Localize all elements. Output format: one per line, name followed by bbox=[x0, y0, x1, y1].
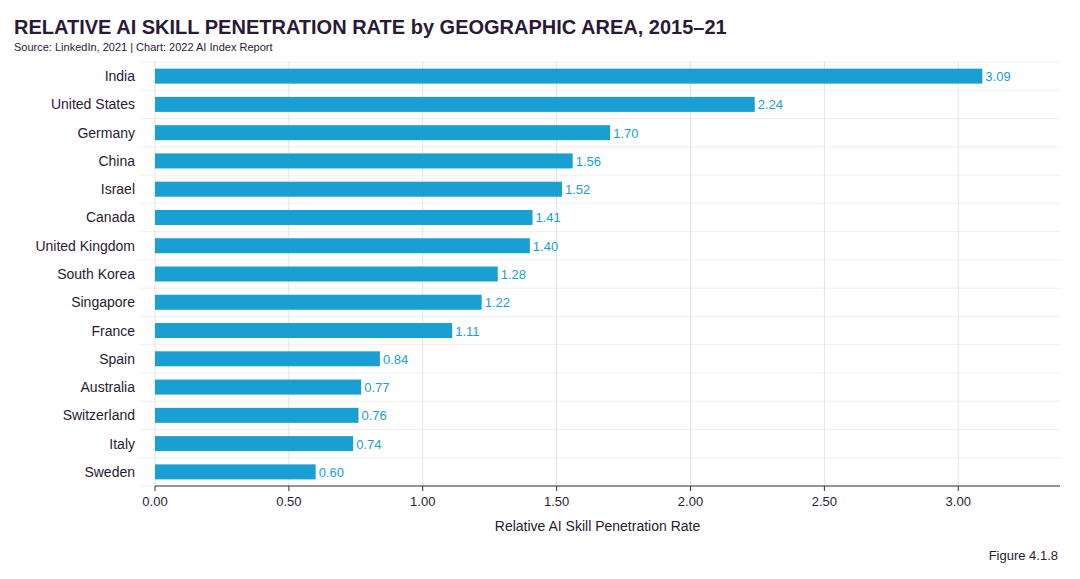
row-line bbox=[140, 90, 1060, 91]
row-line bbox=[140, 288, 1060, 289]
data-label: 1.40 bbox=[533, 239, 558, 254]
row-line bbox=[140, 259, 1060, 260]
tick-mark bbox=[422, 486, 423, 491]
data-label: 1.22 bbox=[485, 295, 510, 310]
title: RELATIVE AI SKILL PENETRATION RATE by GE… bbox=[14, 16, 727, 38]
category-label: South Korea bbox=[57, 266, 135, 282]
bar bbox=[155, 267, 498, 282]
bar bbox=[155, 69, 982, 84]
row-line bbox=[140, 372, 1060, 373]
row-line bbox=[140, 203, 1060, 204]
bar bbox=[155, 238, 530, 253]
grid-line bbox=[958, 62, 959, 486]
category-label: United Kingdom bbox=[35, 238, 135, 254]
tick-mark bbox=[824, 486, 825, 491]
tick-label: 0.00 bbox=[142, 494, 167, 509]
tick-mark bbox=[556, 486, 557, 491]
grid-line bbox=[690, 62, 691, 486]
row-line bbox=[140, 401, 1060, 402]
data-label: 1.52 bbox=[565, 182, 590, 197]
data-label: 1.11 bbox=[455, 324, 479, 339]
bar bbox=[155, 408, 358, 423]
tick-label: 1.00 bbox=[410, 494, 435, 509]
row-line bbox=[140, 118, 1060, 119]
data-label: 2.24 bbox=[758, 97, 783, 112]
subtitle: Source: LinkedIn, 2021 | Chart: 2022 AI … bbox=[14, 41, 272, 53]
data-label: 1.41 bbox=[536, 210, 561, 225]
tick-label: 0.50 bbox=[276, 494, 301, 509]
row-line bbox=[140, 344, 1060, 345]
category-label: Germany bbox=[77, 125, 135, 141]
bar bbox=[155, 323, 452, 338]
data-label: 0.77 bbox=[364, 380, 389, 395]
data-label: 3.09 bbox=[985, 69, 1010, 84]
row-line bbox=[140, 146, 1060, 147]
row-line bbox=[140, 316, 1060, 317]
tick-mark bbox=[155, 486, 156, 491]
tick-mark bbox=[288, 486, 289, 491]
category-label: France bbox=[91, 323, 135, 339]
tick-mark bbox=[958, 486, 959, 491]
tick-mark bbox=[690, 486, 691, 491]
x-axis-label: Relative AI Skill Penetration Rate bbox=[495, 518, 701, 534]
grid-line bbox=[824, 62, 825, 486]
bar bbox=[155, 153, 573, 168]
bar bbox=[155, 436, 353, 451]
category-label: Singapore bbox=[71, 294, 135, 310]
bar bbox=[155, 210, 533, 225]
category-label: China bbox=[98, 153, 135, 169]
row-line bbox=[140, 62, 1060, 63]
figure-number: Figure 4.1.8 bbox=[989, 548, 1058, 563]
data-label: 0.60 bbox=[319, 465, 344, 480]
category-label: Israel bbox=[101, 181, 135, 197]
data-label: 1.28 bbox=[501, 267, 526, 282]
bars bbox=[155, 69, 982, 480]
category-label: Spain bbox=[99, 351, 135, 367]
category-label: Canada bbox=[86, 209, 135, 225]
chart: RELATIVE AI SKILL PENETRATION RATE by GE… bbox=[0, 0, 1080, 579]
row-line bbox=[140, 175, 1060, 176]
bar bbox=[155, 464, 316, 479]
category-label: India bbox=[105, 68, 136, 84]
category-label: Sweden bbox=[84, 464, 135, 480]
data-label: 0.76 bbox=[361, 408, 386, 423]
category-label: Australia bbox=[81, 379, 136, 395]
data-label: 1.70 bbox=[613, 126, 638, 141]
x-axis bbox=[155, 486, 1060, 487]
bar bbox=[155, 380, 361, 395]
tick-label: 3.00 bbox=[946, 494, 971, 509]
tick-label: 2.00 bbox=[678, 494, 703, 509]
row-line bbox=[140, 486, 1060, 487]
data-label: 1.56 bbox=[576, 154, 601, 169]
tick-label: 2.50 bbox=[812, 494, 837, 509]
bar bbox=[155, 125, 610, 140]
bar bbox=[155, 351, 380, 366]
category-label: Switzerland bbox=[63, 407, 135, 423]
bar bbox=[155, 97, 755, 112]
row-line bbox=[140, 429, 1060, 430]
data-label: 0.74 bbox=[356, 437, 381, 452]
data-label: 0.84 bbox=[383, 352, 408, 367]
bar bbox=[155, 182, 562, 197]
row-line bbox=[140, 457, 1060, 458]
bar bbox=[155, 295, 482, 310]
tick-label: 1.50 bbox=[544, 494, 569, 509]
category-label: Italy bbox=[109, 436, 135, 452]
row-line bbox=[140, 231, 1060, 232]
category-label: United States bbox=[51, 96, 135, 112]
